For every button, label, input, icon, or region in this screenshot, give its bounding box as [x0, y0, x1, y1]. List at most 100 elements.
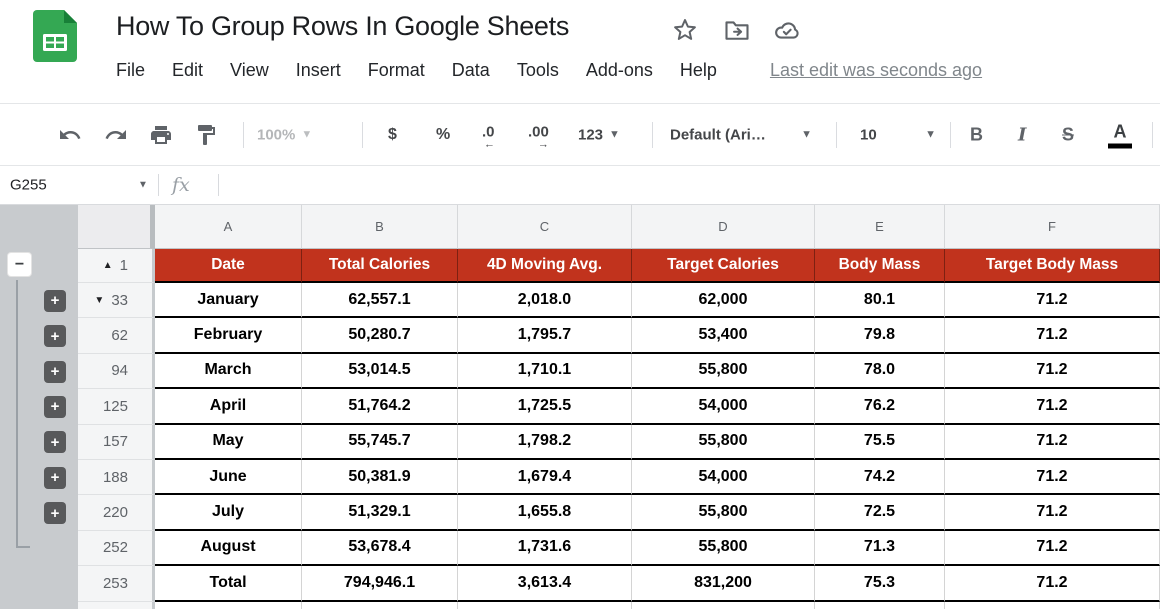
last-edit-link[interactable]: Last edit was seconds ago: [769, 60, 983, 80]
table-cell[interactable]: 72.5: [815, 495, 945, 531]
table-header-cell[interactable]: 4D Moving Avg.: [458, 249, 632, 283]
table-cell[interactable]: 53,400: [632, 318, 815, 354]
table-cell[interactable]: 51,329.1: [302, 495, 458, 531]
table-cell-partial[interactable]: [458, 601, 632, 609]
expand-group-button[interactable]: +: [44, 431, 66, 454]
table-cell[interactable]: 3,613.4: [458, 566, 632, 602]
cloud-saved-icon[interactable]: [773, 16, 801, 44]
row-header-220[interactable]: 220: [78, 495, 155, 531]
column-header-B[interactable]: B: [302, 205, 458, 249]
table-cell[interactable]: 53,014.5: [302, 353, 458, 390]
table-cell-partial[interactable]: [302, 601, 458, 609]
table-cell[interactable]: 55,800: [632, 495, 815, 531]
star-icon[interactable]: [671, 16, 699, 44]
table-cell[interactable]: 75.5: [815, 424, 945, 460]
column-header-E[interactable]: E: [815, 205, 945, 249]
table-cell[interactable]: 50,280.7: [302, 318, 458, 354]
formula-input[interactable]: [232, 174, 1160, 196]
table-cell[interactable]: 55,800: [632, 424, 815, 460]
document-title[interactable]: How To Group Rows In Google Sheets: [116, 11, 570, 41]
table-cell[interactable]: 1,655.8: [458, 495, 632, 531]
table-cell[interactable]: 2,018.0: [458, 283, 632, 319]
font-size-select[interactable]: 10 ▼: [860, 126, 936, 143]
menu-format[interactable]: Format: [367, 60, 425, 80]
table-cell[interactable]: 1,731.6: [458, 530, 632, 567]
row-header-252[interactable]: 252: [78, 530, 155, 567]
table-cell[interactable]: August: [155, 530, 302, 567]
expand-group-button[interactable]: +: [44, 360, 66, 383]
google-sheets-logo-icon[interactable]: [33, 10, 77, 62]
expand-group-button[interactable]: +: [44, 502, 66, 525]
redo-button[interactable]: [104, 123, 128, 147]
paint-format-button[interactable]: [194, 123, 218, 147]
table-cell[interactable]: 71.2: [945, 389, 1160, 425]
table-header-cell[interactable]: Target Calories: [632, 249, 815, 283]
table-cell[interactable]: Total: [155, 566, 302, 602]
table-cell[interactable]: 50,381.9: [302, 459, 458, 496]
table-cell[interactable]: 1,710.1: [458, 353, 632, 390]
table-cell-partial[interactable]: [815, 601, 945, 609]
table-cell[interactable]: 74.2: [815, 459, 945, 496]
menu-tools[interactable]: Tools: [516, 60, 559, 80]
row-header-62[interactable]: 62: [78, 318, 155, 354]
menu-file[interactable]: File: [116, 60, 146, 80]
table-header-cell[interactable]: Target Body Mass: [945, 249, 1160, 283]
chevron-down-icon[interactable]: ▼: [138, 179, 148, 191]
expand-group-button[interactable]: +: [44, 466, 66, 489]
name-box[interactable]: G255: [10, 176, 47, 194]
table-header-cell[interactable]: Date: [155, 249, 302, 283]
menu-data[interactable]: Data: [451, 60, 490, 80]
table-cell-partial[interactable]: [632, 601, 815, 609]
table-cell[interactable]: July: [155, 495, 302, 531]
row-header-94[interactable]: 94: [78, 353, 155, 390]
table-cell[interactable]: 71.3: [815, 530, 945, 567]
menu-view[interactable]: View: [230, 60, 269, 80]
row-header-253[interactable]: 253: [78, 566, 155, 602]
table-cell[interactable]: 71.2: [945, 459, 1160, 496]
menu-insert[interactable]: Insert: [295, 60, 341, 80]
table-cell-partial[interactable]: [945, 601, 1160, 609]
row-header-157[interactable]: 157: [78, 424, 155, 460]
table-cell[interactable]: January: [155, 283, 302, 319]
text-color-button[interactable]: A: [1108, 121, 1132, 148]
table-cell[interactable]: February: [155, 318, 302, 354]
row-header-33[interactable]: ▼ 33: [78, 283, 155, 319]
more-formats-button[interactable]: 123 ▼: [578, 126, 620, 143]
move-to-folder-icon[interactable]: [723, 16, 751, 44]
table-cell-partial[interactable]: [155, 601, 302, 609]
table-cell[interactable]: 62,000: [632, 283, 815, 319]
table-cell[interactable]: March: [155, 353, 302, 390]
expand-group-button[interactable]: +: [44, 395, 66, 418]
table-cell[interactable]: 62,557.1: [302, 283, 458, 319]
table-cell[interactable]: 80.1: [815, 283, 945, 319]
table-cell[interactable]: 55,800: [632, 530, 815, 567]
row-header-1[interactable]: ▲ 1: [78, 249, 155, 283]
table-cell[interactable]: 75.3: [815, 566, 945, 602]
table-cell[interactable]: 53,678.4: [302, 530, 458, 567]
table-cell[interactable]: 794,946.1: [302, 566, 458, 602]
print-button[interactable]: [149, 123, 173, 147]
table-cell[interactable]: 71.2: [945, 424, 1160, 460]
table-cell[interactable]: 71.2: [945, 353, 1160, 390]
row-header-188[interactable]: 188: [78, 459, 155, 496]
table-cell[interactable]: 1,679.4: [458, 459, 632, 496]
zoom-select[interactable]: 100% ▼: [257, 126, 313, 143]
menu-edit[interactable]: Edit: [172, 60, 204, 80]
table-cell[interactable]: May: [155, 424, 302, 460]
expand-group-button[interactable]: +: [44, 289, 66, 312]
row-header-125[interactable]: 125: [78, 389, 155, 425]
increase-decimal-button[interactable]: .00 →: [528, 123, 549, 150]
table-cell[interactable]: 51,764.2: [302, 389, 458, 425]
select-all-corner[interactable]: [78, 205, 155, 249]
menu-add-ons[interactable]: Add-ons: [585, 60, 653, 80]
format-percent-button[interactable]: %: [436, 125, 451, 143]
font-family-select[interactable]: Default (Ari… ▼: [670, 126, 812, 143]
column-header-A[interactable]: A: [155, 205, 302, 249]
table-cell[interactable]: June: [155, 459, 302, 496]
table-cell[interactable]: 54,000: [632, 459, 815, 496]
table-cell[interactable]: April: [155, 389, 302, 425]
table-cell[interactable]: 1,725.5: [458, 389, 632, 425]
table-cell[interactable]: 71.2: [945, 283, 1160, 319]
table-cell[interactable]: 55,745.7: [302, 424, 458, 460]
table-cell[interactable]: 76.2: [815, 389, 945, 425]
